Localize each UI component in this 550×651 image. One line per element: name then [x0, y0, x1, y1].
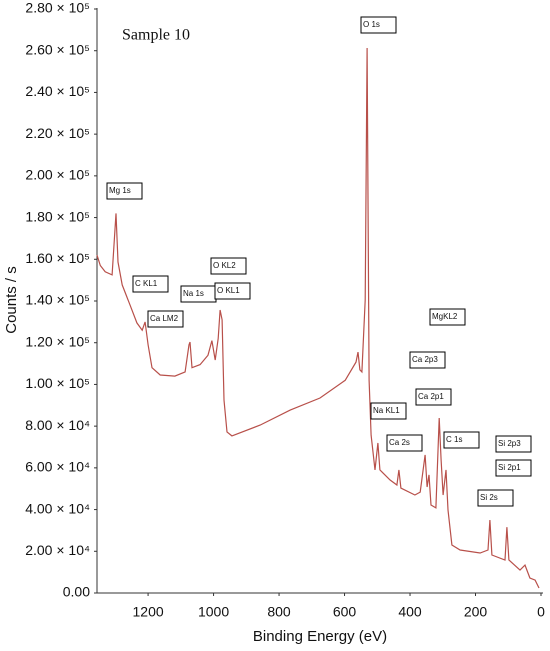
annotation-box — [495, 435, 532, 453]
annotation: Si 2p3 — [498, 439, 521, 448]
annotation: C KL1 — [135, 279, 158, 288]
annotation-box — [210, 257, 247, 275]
x-tick-label: 0 — [537, 604, 545, 620]
y-tick-label: 2.20 × 10⁵ — [25, 125, 90, 141]
annotation: Ca 2p1 — [418, 392, 444, 401]
annotation: Si 2s — [480, 493, 498, 502]
annotation-box — [415, 388, 452, 406]
annotation: MgKL2 — [432, 312, 458, 321]
annotation: Ca 2s — [389, 438, 410, 447]
x-tick-label: 200 — [464, 604, 488, 620]
x-tick-label: 1000 — [198, 604, 229, 620]
y-tick-label: 1.80 × 10⁵ — [25, 208, 90, 224]
annotation-box — [429, 308, 466, 326]
annotation-box — [360, 16, 397, 34]
annotation-box — [132, 275, 169, 293]
spectrum-line — [96, 47, 540, 589]
y-tick-label: 1.60 × 10⁵ — [25, 250, 90, 266]
y-tick-label: 1.20 × 10⁵ — [25, 333, 90, 349]
x-axis-title: Binding Energy (eV) — [253, 628, 387, 645]
y-axis-title: Counts / s — [3, 266, 20, 334]
annotation: Ca 2p3 — [412, 355, 438, 364]
annotation-box — [409, 351, 446, 369]
x-tick-label: 1200 — [133, 604, 164, 620]
annotation-box — [370, 402, 407, 420]
annotation: Na 1s — [183, 289, 204, 298]
annotation-box — [106, 182, 143, 200]
x-tick-label: 800 — [267, 604, 291, 620]
annotation-box — [495, 459, 532, 477]
annotation: O 1s — [363, 20, 380, 29]
y-tick-label: 1.40 × 10⁵ — [25, 292, 90, 308]
y-tick-label: 4.00 × 10⁴ — [25, 500, 90, 516]
y-tick-label: 1.00 × 10⁵ — [25, 375, 90, 391]
x-tick-label: 600 — [333, 604, 357, 620]
y-tick-label: 6.00 × 10⁴ — [25, 459, 90, 475]
annotation-box — [386, 434, 423, 452]
annotation: O KL1 — [217, 286, 240, 295]
y-tick-label: 2.00 × 10⁴ — [25, 542, 90, 558]
y-tick-label: 8.00 × 10⁴ — [25, 417, 90, 433]
y-tick-label: 2.80 × 10⁵ — [25, 0, 90, 16]
y-tick-label: 2.60 × 10⁵ — [25, 41, 90, 57]
y-tick-label: 0.00 — [63, 584, 90, 600]
annotation-box — [477, 489, 514, 507]
x-tick-label: 400 — [398, 604, 422, 620]
annotation: Mg 1s — [109, 186, 131, 195]
annotation: O KL2 — [213, 261, 236, 270]
annotation: Na KL1 — [373, 406, 400, 415]
sample-label: Sample 10 — [122, 27, 190, 44]
annotation-box — [443, 431, 480, 449]
annotation: C 1s — [446, 435, 462, 444]
y-tick-label: 2.00 × 10⁵ — [25, 167, 90, 183]
annotation: Ca LM2 — [150, 314, 179, 323]
annotation-box — [147, 310, 184, 328]
annotation: Si 2p1 — [498, 463, 521, 472]
y-tick-label: 2.40 × 10⁵ — [25, 83, 90, 99]
annotation-box — [214, 282, 251, 300]
